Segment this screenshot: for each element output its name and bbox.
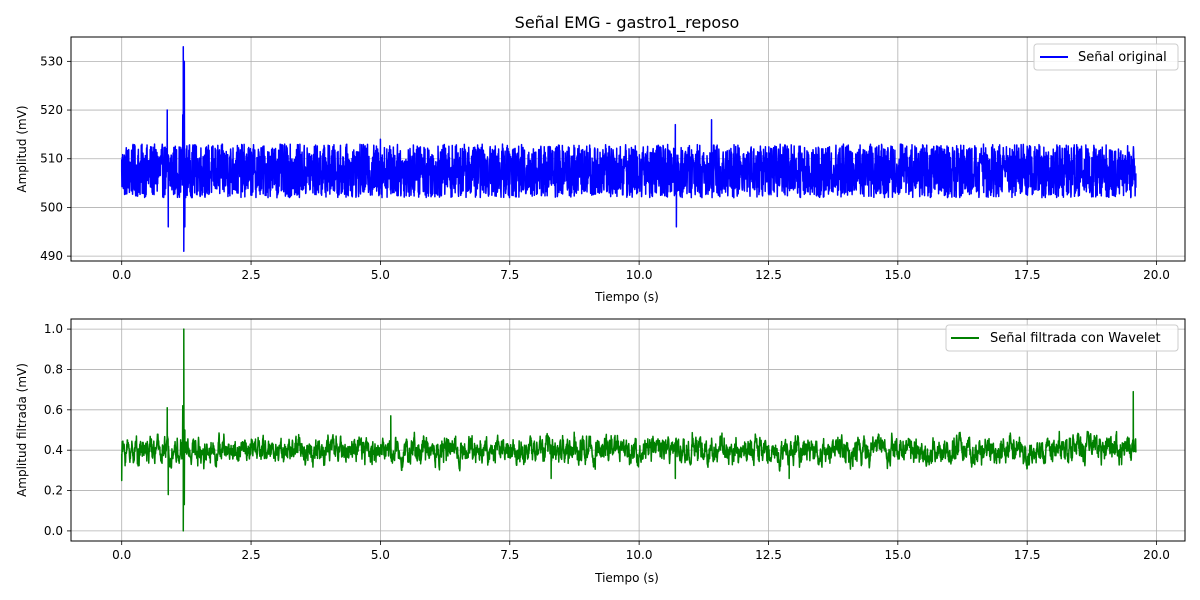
- chart-filtered-signal: 0.0 2.5 5.0 7.5 10.0 12.5 15.0 17.5 20.0 0.0 0.2 0.…: [15, 318, 1186, 585]
- x-tick-label: 17.5: [1014, 268, 1041, 282]
- y-tick-label: 0.8: [44, 362, 63, 376]
- x-tick-label: 17.5: [1014, 548, 1041, 562]
- y-tick-label: 0.2: [44, 484, 63, 498]
- plot-area: [70, 36, 1186, 262]
- y-tick-label: 510: [40, 152, 63, 166]
- x-tick-label: 0.0: [112, 548, 131, 562]
- grid-lines: [71, 319, 1185, 541]
- series-line: [120, 328, 1137, 532]
- y-tick-label: 490: [40, 249, 63, 263]
- x-tick-label: 10.0: [626, 268, 653, 282]
- y-tick-label: 0.4: [44, 443, 63, 457]
- y-axis-label: Amplitud (mV): [15, 105, 29, 192]
- x-tick-label: 12.5: [755, 548, 782, 562]
- x-tick-label: 0.0: [112, 268, 131, 282]
- axis-ticks: 0.0 2.5 5.0 7.5 10.0 12.5 15.0 17.5 20.0 490 500 51…: [40, 54, 1170, 282]
- y-tick-label: 0.6: [44, 403, 63, 417]
- x-axis-label: Tiempo (s): [594, 571, 659, 585]
- legend-label: Señal original: [1078, 50, 1167, 65]
- series-lines: [120, 45, 1137, 253]
- x-tick-label: 20.0: [1143, 548, 1170, 562]
- y-tick-label: 520: [40, 103, 63, 117]
- y-tick-label: 1.0: [44, 322, 63, 336]
- axis-ticks: 0.0 2.5 5.0 7.5 10.0 12.5 15.0 17.5 20.0 0.0 0.2 0.…: [44, 322, 1170, 562]
- x-tick-label: 2.5: [242, 268, 261, 282]
- series-lines: [120, 328, 1137, 532]
- series-line: [120, 45, 1137, 253]
- legend: Señal original: [1033, 43, 1179, 71]
- x-axis-label: Tiempo (s): [594, 290, 659, 304]
- legend-label: Señal filtrada con Wavelet: [990, 331, 1161, 346]
- x-tick-label: 7.5: [500, 268, 519, 282]
- legend-box: [945, 324, 1179, 352]
- x-tick-label: 2.5: [242, 548, 261, 562]
- x-tick-label: 20.0: [1143, 268, 1170, 282]
- y-tick-label: 0.0: [44, 524, 63, 538]
- x-tick-label: 15.0: [884, 268, 911, 282]
- y-axis-label: Amplitud filtrada (mV): [15, 363, 29, 497]
- y-tick-label: 530: [40, 54, 63, 68]
- legend-box: [1033, 43, 1179, 71]
- y-tick-label: 500: [40, 200, 63, 214]
- chart-original-signal: Señal EMG - gastro1_reposo 0.0 2.5 5.0 7.5 1…: [15, 13, 1186, 304]
- legend: Señal filtrada con Wavelet: [945, 324, 1179, 352]
- plot-area: [70, 318, 1186, 542]
- x-tick-label: 5.0: [371, 548, 390, 562]
- x-tick-label: 7.5: [500, 548, 519, 562]
- x-tick-label: 10.0: [626, 548, 653, 562]
- x-tick-label: 12.5: [755, 268, 782, 282]
- chart-title: Señal EMG - gastro1_reposo: [515, 13, 740, 33]
- x-tick-label: 15.0: [884, 548, 911, 562]
- x-tick-label: 5.0: [371, 268, 390, 282]
